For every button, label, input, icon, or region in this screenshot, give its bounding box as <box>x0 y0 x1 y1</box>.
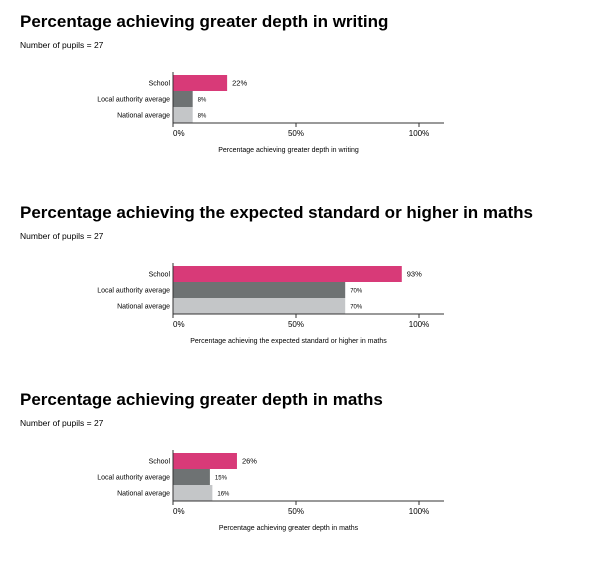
category-label: National average <box>117 304 170 311</box>
value-label: 8% <box>198 98 207 104</box>
bar-local-authority-average <box>173 91 193 107</box>
x-tick-label: 0% <box>173 507 185 516</box>
chart-title: Percentage achieving greater depth in ma… <box>20 390 383 409</box>
value-label: 26% <box>242 457 257 466</box>
value-label: 93% <box>407 270 422 279</box>
bar-chart: School 26% Local authority average 15% Natio… <box>97 450 444 532</box>
value-label: 8% <box>198 114 207 120</box>
category-label: Local authority average <box>97 475 170 482</box>
value-label: 22% <box>232 79 247 88</box>
bar-school <box>173 453 237 469</box>
bar-national-average <box>173 107 193 123</box>
x-tick-label: 50% <box>288 129 304 138</box>
value-label: 70% <box>350 305 363 311</box>
bar-local-authority-average <box>173 469 210 485</box>
bar-national-average <box>173 298 346 314</box>
x-axis-title: Percentage achieving the expected standa… <box>190 338 387 345</box>
x-tick-label: 100% <box>409 320 429 329</box>
chart-section-writing-greater-depth: Percentage achieving greater depth in wr… <box>0 0 611 190</box>
bar-local-authority-average <box>173 282 346 298</box>
bar-chart: School 93% Local authority average 70% Natio… <box>97 263 444 345</box>
chart-section-maths-expected-standard: Percentage achieving the expected standa… <box>0 191 611 381</box>
bar-school <box>173 266 402 282</box>
category-label: School <box>149 272 171 279</box>
x-axis-title: Percentage achieving greater depth in wr… <box>218 147 359 154</box>
bar-chart: School 22% Local authority average 8% Nation… <box>97 72 444 154</box>
category-label: School <box>149 81 171 88</box>
x-axis-title: Percentage achieving greater depth in ma… <box>219 525 359 532</box>
bar-national-average <box>173 485 213 501</box>
chart-title: Percentage achieving the expected standa… <box>20 203 533 222</box>
pupil-count: Number of pupils = 27 <box>20 40 104 50</box>
bar-school <box>173 75 228 91</box>
category-label: National average <box>117 491 170 498</box>
category-label: School <box>149 459 171 466</box>
category-label: Local authority average <box>97 288 170 295</box>
x-tick-label: 100% <box>409 129 429 138</box>
value-label: 70% <box>350 289 363 295</box>
category-label: National average <box>117 113 170 120</box>
category-label: Local authority average <box>97 97 170 104</box>
x-tick-label: 100% <box>409 507 429 516</box>
chart-title: Percentage achieving greater depth in wr… <box>20 12 389 31</box>
x-tick-label: 50% <box>288 320 304 329</box>
x-tick-label: 0% <box>173 320 185 329</box>
pupil-count: Number of pupils = 27 <box>20 231 104 241</box>
pupil-count: Number of pupils = 27 <box>20 418 104 428</box>
chart-section-maths-greater-depth: Percentage achieving greater depth in ma… <box>0 378 611 568</box>
x-tick-label: 50% <box>288 507 304 516</box>
value-label: 15% <box>215 476 228 482</box>
value-label: 16% <box>217 492 230 498</box>
x-tick-label: 0% <box>173 129 185 138</box>
